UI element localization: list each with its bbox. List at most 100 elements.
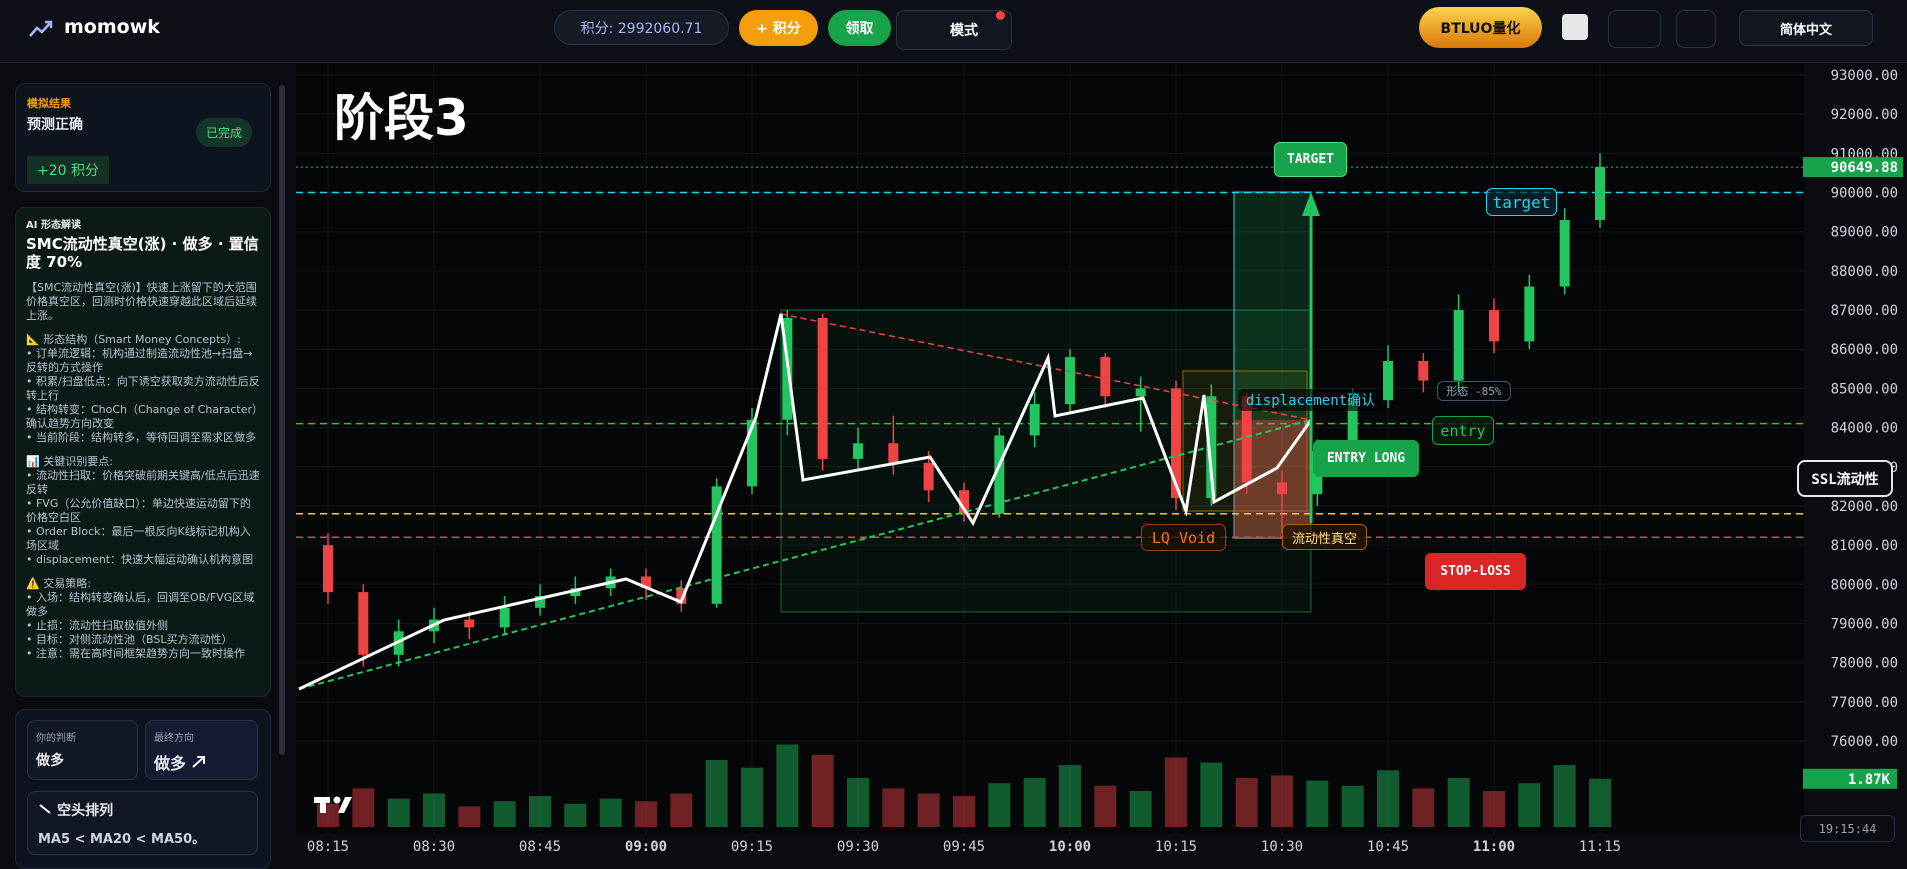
x-tick-label: 09:30 <box>837 839 879 855</box>
judgement-label: 你的判断 <box>36 733 76 744</box>
candle-body <box>358 592 369 655</box>
candle-body <box>1383 360 1393 401</box>
analysis-body: 【SMC流动性真空(涨)】快速上涨留下的大范围价格真空区，回测时价格快速穿越此区… <box>26 281 260 661</box>
volume-bar <box>670 793 693 827</box>
logout-button[interactable] <box>1676 10 1716 48</box>
volume-bar <box>1306 780 1329 827</box>
y-tick-label: 88000.00 <box>1831 264 1898 280</box>
analysis-paragraph: 📊 关键识别要点: • 流动性扫取：价格突破前期关键高/低点后迅速反转 • FV… <box>26 455 260 566</box>
tv-logo <box>314 796 352 813</box>
mode-dot <box>996 11 1005 20</box>
language-select[interactable]: 简体中文 <box>1739 10 1873 46</box>
candle-body <box>1277 482 1287 495</box>
candle-body <box>570 588 581 597</box>
last-volume-box <box>1803 768 1897 789</box>
result-title: 预测正确 <box>27 117 83 133</box>
target-tag: target <box>1486 188 1557 216</box>
quant-button[interactable]: BTLUO量化 <box>1419 7 1542 48</box>
volume-bar <box>529 796 551 827</box>
result-label: 模拟结果 <box>27 97 71 110</box>
x-tick-label: 09:45 <box>943 839 985 855</box>
candle-body <box>1065 357 1075 405</box>
result-badge: 已完成 <box>196 118 253 147</box>
ssl-label: SSL流动性 <box>1797 460 1893 497</box>
final-label: 最终方向 <box>154 733 194 744</box>
x-tick-label: 08:30 <box>413 839 455 855</box>
volume-bar <box>953 796 975 827</box>
final-box: 最终方向 做多 <box>145 720 258 780</box>
candle-body <box>923 462 934 491</box>
volume-bar <box>1271 775 1293 827</box>
volume-bar <box>458 806 481 827</box>
analysis-paragraph: 【SMC流动性真空(涨)】快速上涨留下的大范围价格真空区，回测时价格快速穿越此区… <box>26 281 257 322</box>
y-tick-label: 77000.00 <box>1831 695 1898 711</box>
x-tick-label: 11:15 <box>1579 839 1621 855</box>
ma-box: 空头排列 MA5 < MA20 < MA50。 <box>27 791 258 855</box>
volume-bar <box>917 793 940 827</box>
lq-void-tag: LQ Void <box>1141 524 1226 551</box>
y-tick-label: 86000.00 <box>1831 342 1898 358</box>
volume-bar <box>1483 790 1505 827</box>
y-tick-label: 92000.00 <box>1831 107 1898 123</box>
x-tick-label: 10:45 <box>1367 839 1409 855</box>
download-button[interactable] <box>1562 14 1588 40</box>
x-tick-label: 08:15 <box>307 839 349 855</box>
volume-bar <box>847 778 869 827</box>
last-volume-label: 1.87K <box>1848 772 1891 788</box>
pattern-tag: 形态 -85% <box>1437 381 1511 401</box>
candle-body <box>994 435 1005 514</box>
volume-bar <box>1341 785 1364 827</box>
claim-button[interactable]: 领取 <box>828 10 891 46</box>
y-tick-label: 81000.00 <box>1831 538 1898 554</box>
volume-bar <box>493 801 516 827</box>
analysis-paragraph: ⚠️ 交易策略: • 入场：结构转变确认后，回调至OB/FVG区域做多 • 止损… <box>26 577 255 660</box>
structure-path <box>298 313 1313 691</box>
candle-body <box>1559 219 1570 287</box>
candle-body <box>853 443 863 459</box>
final-value: 做多 <box>154 754 187 773</box>
y-tick-label: 82000.00 <box>1831 499 1898 515</box>
volume-bar <box>882 788 905 827</box>
candle-body <box>711 486 722 604</box>
mode-button[interactable]: 模式 <box>896 10 1012 50</box>
candle-body <box>1418 360 1429 381</box>
volume-bar <box>1094 785 1117 827</box>
x-tick-label: 10:30 <box>1261 839 1303 855</box>
volume-bar <box>387 798 410 827</box>
volume-bar <box>1235 778 1258 827</box>
add-points-button[interactable]: + 积分 <box>739 10 818 46</box>
fullscreen-button[interactable] <box>1608 10 1661 48</box>
ma-title: 空头排列 <box>57 803 114 819</box>
displacement-tag: displacement确认 <box>1238 389 1383 411</box>
volume-bar <box>741 767 763 827</box>
entry-long-label: ENTRY LONG <box>1313 440 1419 477</box>
volume-bar <box>564 803 587 827</box>
candle-body <box>1029 404 1040 436</box>
resistance-line <box>780 313 1312 421</box>
candle-body <box>888 443 899 463</box>
volume-bar <box>423 793 445 827</box>
candle-body <box>1524 286 1535 342</box>
candle-body <box>1489 310 1499 342</box>
x-tick-label: 11:00 <box>1473 839 1515 855</box>
volume-bar <box>635 801 657 827</box>
points: 积分: 2992060.71 <box>554 10 729 45</box>
y-tick-label: 80000.00 <box>1831 577 1898 593</box>
candle-body <box>1595 167 1605 220</box>
volume-bar <box>1165 757 1187 827</box>
scrollbar[interactable] <box>279 85 285 755</box>
up-arrow-icon <box>192 756 206 768</box>
volume-bar <box>1129 790 1152 827</box>
candle-body <box>499 607 510 628</box>
volume-bar <box>1200 762 1223 827</box>
candle-body <box>959 490 969 514</box>
judgement-box: 你的判断 做多 <box>27 720 138 780</box>
x-tick-label: 10:15 <box>1155 839 1197 855</box>
judgement-value: 做多 <box>36 753 64 769</box>
logo-icon <box>29 20 53 37</box>
y-tick-label: 78000.00 <box>1831 656 1898 672</box>
analysis-paragraph: 📐 形态结构（Smart Money Concepts）: • 订单流逻辑：机构… <box>26 333 260 444</box>
candle-body <box>817 317 828 459</box>
